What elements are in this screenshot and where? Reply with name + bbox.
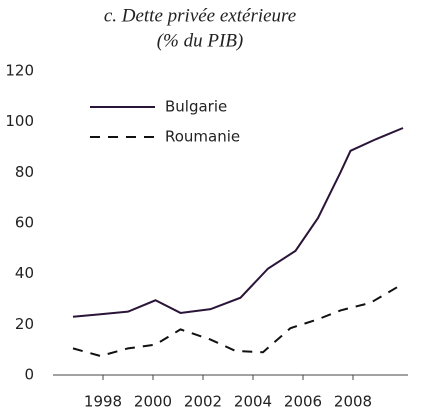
legend-label: Bulgarie [165, 98, 227, 116]
x-tick-label: 2002 [184, 393, 222, 411]
y-tick-label: 120 [5, 62, 34, 80]
x-tick-label: 1998 [84, 393, 122, 411]
legend-label: Roumanie [165, 128, 240, 146]
series-line [72, 282, 404, 358]
y-tick-label: 100 [5, 112, 34, 130]
chart-title: c. Dette privée extérieure [104, 5, 296, 26]
x-tick-label: 2004 [234, 393, 272, 411]
series-line [72, 127, 404, 318]
y-tick-label: 40 [15, 264, 34, 282]
y-tick-label: 60 [15, 214, 34, 232]
y-tick-label: 0 [24, 366, 34, 384]
x-tick-label: 2006 [284, 393, 322, 411]
y-tick-label: 20 [15, 315, 34, 333]
x-tick-label: 2000 [134, 393, 172, 411]
chart-subtitle: (% du PIB) [157, 30, 244, 51]
y-tick-label: 80 [15, 163, 34, 181]
x-tick-label: 2008 [334, 393, 372, 411]
